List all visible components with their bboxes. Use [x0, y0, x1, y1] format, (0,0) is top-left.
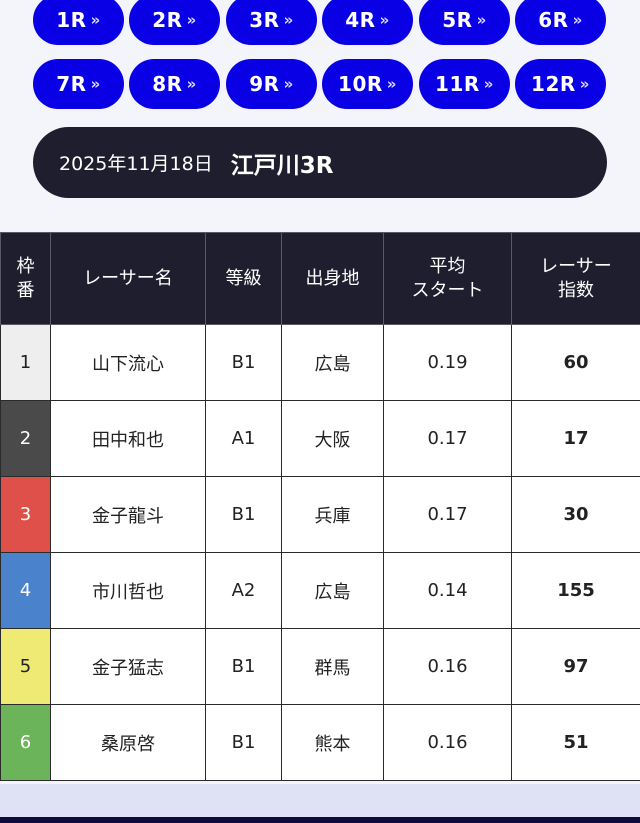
racer-grade: A1: [205, 400, 282, 477]
racer-origin: 広島: [281, 552, 384, 629]
table-header-row: 枠番 レーサー名 等級 出身地 平均 スタート レーサー 指数: [0, 232, 640, 325]
race-button-4r[interactable]: 4R»: [322, 0, 413, 45]
racer-origin: 兵庫: [281, 476, 384, 553]
double-chevron-right-icon: »: [386, 75, 397, 93]
header-origin: 出身地: [281, 232, 384, 325]
double-chevron-right-icon: »: [572, 11, 583, 29]
race-button-label: 10R: [338, 72, 383, 96]
racer-origin: 熊本: [281, 704, 384, 781]
racer-name: 市川哲也: [50, 552, 206, 629]
double-chevron-right-icon: »: [579, 75, 590, 93]
double-chevron-right-icon: »: [90, 75, 101, 93]
race-button-label: 12R: [531, 72, 576, 96]
race-button-label: 9R: [249, 72, 280, 96]
racer-grade: A2: [205, 552, 282, 629]
frame-number: 1: [0, 324, 51, 401]
race-title-bar: 2025年11月18日 江戸川3R: [33, 127, 607, 198]
double-chevron-right-icon: »: [90, 11, 101, 29]
race-button-6r[interactable]: 6R»: [515, 0, 606, 45]
race-button-label: 8R: [152, 72, 183, 96]
race-date: 2025年11月18日: [59, 153, 213, 175]
racer-avg-start: 0.14: [383, 552, 512, 629]
racer-index: 51: [511, 704, 640, 781]
frame-number: 3: [0, 476, 51, 553]
racer-origin: 大阪: [281, 400, 384, 477]
race-button-5r[interactable]: 5R»: [419, 0, 510, 45]
racer-origin: 群馬: [281, 628, 384, 705]
header-avg-start: 平均 スタート: [383, 232, 512, 325]
table-row: 6 桑原啓 B1 熊本 0.16 51: [0, 704, 640, 781]
double-chevron-right-icon: »: [186, 11, 197, 29]
double-chevron-right-icon: »: [476, 11, 487, 29]
racer-index: 97: [511, 628, 640, 705]
racer-name: 桑原啓: [50, 704, 206, 781]
race-button-label: 5R: [442, 8, 473, 32]
racer-avg-start: 0.17: [383, 400, 512, 477]
race-button-label: 7R: [56, 72, 87, 96]
racer-name: 田中和也: [50, 400, 206, 477]
racer-avg-start: 0.19: [383, 324, 512, 401]
header-frame: 枠番: [0, 232, 51, 325]
racer-table: 枠番 レーサー名 等級 出身地 平均 スタート レーサー 指数 1 山下流心 B1 広…: [0, 232, 640, 781]
racer-avg-start: 0.16: [383, 628, 512, 705]
racer-name: 金子猛志: [50, 628, 206, 705]
race-button-label: 1R: [56, 8, 87, 32]
race-button-8r[interactable]: 8R»: [129, 59, 220, 109]
race-button-1r[interactable]: 1R»: [33, 0, 124, 45]
racer-grade: B1: [205, 476, 282, 553]
racer-index: 30: [511, 476, 640, 553]
double-chevron-right-icon: »: [283, 11, 294, 29]
race-button-11r[interactable]: 11R»: [419, 59, 510, 109]
race-button-12r[interactable]: 12R»: [515, 59, 606, 109]
frame-number: 6: [0, 704, 51, 781]
race-button-10r[interactable]: 10R»: [322, 59, 413, 109]
race-button-label: 4R: [345, 8, 376, 32]
double-chevron-right-icon: »: [186, 75, 197, 93]
header-racer-index: レーサー 指数: [511, 232, 640, 325]
racer-name: 山下流心: [50, 324, 206, 401]
race-button-label: 11R: [435, 72, 480, 96]
double-chevron-right-icon: »: [283, 75, 294, 93]
racer-rows: 1 山下流心 B1 広島 0.19 60 2 田中和也 A1 大阪 0.17 17 3 金子龍斗 B1 兵庫 0…: [0, 324, 640, 781]
race-button-9r[interactable]: 9R»: [226, 59, 317, 109]
race-button-label: 2R: [152, 8, 183, 32]
frame-number: 5: [0, 628, 51, 705]
frame-number: 4: [0, 552, 51, 629]
racer-index: 60: [511, 324, 640, 401]
race-button-label: 6R: [538, 8, 569, 32]
racer-index: 155: [511, 552, 640, 629]
footer-edge: [0, 817, 640, 823]
race-venue: 江戸川3R: [230, 152, 334, 179]
footer-band: [0, 784, 640, 817]
double-chevron-right-icon: »: [379, 11, 390, 29]
table-row: 2 田中和也 A1 大阪 0.17 17: [0, 400, 640, 477]
table-row: 3 金子龍斗 B1 兵庫 0.17 30: [0, 476, 640, 553]
header-grade: 等級: [205, 232, 282, 325]
race-button-label: 3R: [249, 8, 280, 32]
racer-name: 金子龍斗: [50, 476, 206, 553]
racer-grade: B1: [205, 704, 282, 781]
double-chevron-right-icon: »: [483, 75, 494, 93]
racer-index: 17: [511, 400, 640, 477]
header-frame-label: 枠番: [16, 256, 35, 301]
racer-grade: B1: [205, 628, 282, 705]
race-button-7r[interactable]: 7R»: [33, 59, 124, 109]
table-row: 4 市川哲也 A2 広島 0.14 155: [0, 552, 640, 629]
racer-origin: 広島: [281, 324, 384, 401]
frame-number: 2: [0, 400, 51, 477]
racer-avg-start: 0.17: [383, 476, 512, 553]
racer-avg-start: 0.16: [383, 704, 512, 781]
table-row: 5 金子猛志 B1 群馬 0.16 97: [0, 628, 640, 705]
race-button-3r[interactable]: 3R»: [226, 0, 317, 45]
table-row: 1 山下流心 B1 広島 0.19 60: [0, 324, 640, 401]
race-button-2r[interactable]: 2R»: [129, 0, 220, 45]
header-name: レーサー名: [50, 232, 206, 325]
racer-grade: B1: [205, 324, 282, 401]
